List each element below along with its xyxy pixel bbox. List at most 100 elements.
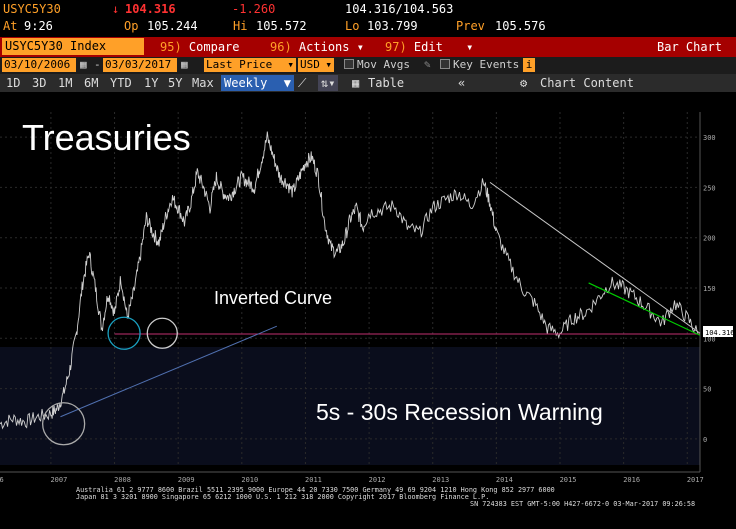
range-6m[interactable]: 6M (84, 76, 99, 90)
chevron-down-icon: ▾ (325, 58, 332, 71)
recession-warning-label: 5s - 30s Recession Warning (316, 399, 603, 425)
range-max[interactable]: Max (192, 76, 214, 90)
table-icon[interactable]: ▦ (352, 76, 360, 90)
x-tick-label: 2006 (0, 476, 4, 484)
period-select[interactable]: Weekly ▼ (221, 75, 294, 91)
x-tick-label: 2007 (50, 476, 67, 484)
down-arrow-icon: ↓ (112, 2, 120, 16)
compare-button[interactable]: 95) Compare (160, 37, 240, 57)
pencil-icon[interactable]: ✎ (424, 58, 431, 71)
edit-button[interactable]: 97) Edit ▾ (385, 37, 473, 57)
function-bar: USYC5Y30 Index 95) Compare 96) Actions ▾… (0, 37, 736, 57)
chevron-down-icon: ▾ (466, 40, 474, 54)
range-1m[interactable]: 1M (58, 76, 73, 90)
checkbox-icon (344, 59, 354, 69)
range-5y[interactable]: 5Y (168, 76, 183, 90)
y-tick-label: 150 (703, 285, 716, 293)
x-tick-label: 2015 (560, 476, 577, 484)
x-tick-label: 2008 (114, 476, 131, 484)
view-label[interactable]: Bar Chart (657, 40, 723, 54)
x-tick-label: 2009 (178, 476, 195, 484)
high-value: 105.572 (256, 19, 307, 33)
low-value: 103.799 (367, 19, 418, 33)
chevron-down-icon: ▼ (283, 76, 291, 90)
end-date-input[interactable]: 03/03/2017 (103, 58, 177, 72)
last-value-label: 104.316 (705, 329, 735, 337)
chart-annotation-title: Treasuries (22, 117, 191, 158)
y-tick-label: 250 (703, 184, 716, 192)
start-circle (41, 402, 86, 446)
footer-line-2: Japan 81 3 3201 8900 Singapore 65 6212 1… (76, 493, 489, 501)
actions-label: Actions (298, 40, 350, 54)
x-tick-label: 2011 (305, 476, 322, 484)
last-value-badge (703, 326, 733, 337)
y-tick-label: 200 (703, 235, 716, 243)
time-value: 9:26 (24, 19, 53, 33)
range-1y[interactable]: 1Y (144, 76, 159, 90)
chevron-down-icon: ▾ (287, 58, 294, 71)
footer-line-1: Australia 61 2 9777 8600 Brazil 5511 239… (76, 486, 555, 494)
x-tick-label: 2016 (623, 476, 640, 484)
edit-number: 97) (385, 40, 407, 54)
inversion-circle-1 (107, 316, 141, 350)
last-price: 104.316 (125, 2, 176, 16)
chevron-down-icon: ▾ (356, 40, 364, 54)
grid-lines (0, 112, 701, 473)
prev-value: 105.576 (495, 19, 546, 33)
low-label: Lo (345, 19, 360, 33)
mov-avgs-label: Mov Avgs (357, 58, 410, 71)
open-value: 105.244 (147, 19, 198, 33)
bid-ask: 104.316/104.563 (345, 2, 454, 16)
chart-content-button[interactable]: Chart Content (540, 76, 634, 90)
inversion-circle-2 (146, 317, 178, 349)
edit-label: Edit (413, 40, 443, 54)
line-chart-icon[interactable]: ⟋ (298, 76, 307, 90)
y-tick-label: 0 (703, 436, 707, 444)
prev-label: Prev (456, 19, 485, 33)
key-events-label: Key Events (453, 58, 520, 71)
checkbox-icon (440, 59, 450, 69)
info-icon[interactable]: i (523, 58, 535, 72)
mov-avgs-toggle[interactable]: Mov Avgs (344, 58, 410, 72)
settings-bar: 03/10/2006 ▦ - 03/03/2017 ▦ Last Price ▾… (0, 57, 736, 74)
chart-type-select[interactable]: ⇅▾ (318, 75, 339, 91)
currency-select[interactable]: USD ▾ (298, 58, 334, 72)
x-tick-label: 2012 (369, 476, 386, 484)
calendar-icon[interactable]: ▦ (181, 58, 188, 71)
ticker-label: USYC5Y30 (3, 2, 61, 16)
time-label: At (3, 19, 18, 33)
calendar-icon[interactable]: ▦ (80, 58, 87, 71)
chart-annotations (41, 181, 701, 446)
key-events-toggle[interactable]: Key Events (440, 58, 519, 72)
actions-button[interactable]: 96) Actions ▾ (270, 37, 364, 57)
table-button[interactable]: Table (368, 76, 405, 90)
inverted-curve-label: Inverted Curve (214, 288, 332, 308)
y-tick-label: 100 (703, 335, 716, 343)
green-trend-line (588, 282, 701, 336)
date-separator: - (94, 58, 101, 71)
open-label: Op (124, 19, 139, 33)
blue-trend-line (60, 325, 278, 418)
security-field[interactable]: USYC5Y30 Index (2, 38, 144, 55)
range-ytd[interactable]: YTD (110, 76, 132, 90)
x-tick-label: 2013 (432, 476, 449, 484)
range-3d[interactable]: 3D (32, 76, 47, 90)
recession-zone (0, 347, 700, 465)
chart-content-icon[interactable]: ⚙ (520, 76, 528, 90)
footer-line-3: SN 724383 EST GMT-5:00 H427-6672-0 03-Ma… (470, 500, 695, 508)
x-tick-label: 2017 (687, 476, 704, 484)
quote-header: USYC5Y30 ↓ 104.316 -1.260 104.316/104.56… (0, 0, 736, 36)
downtrend-line (489, 181, 701, 334)
x-tick-label: 2014 (496, 476, 513, 484)
x-tick-label: 2010 (241, 476, 258, 484)
range-1d[interactable]: 1D (6, 76, 21, 90)
price-series (0, 131, 699, 430)
actions-number: 96) (270, 40, 292, 54)
compare-label: Compare (188, 40, 240, 54)
collapse-icon[interactable]: « (458, 76, 466, 90)
y-tick-label: 50 (703, 386, 711, 394)
start-date-input[interactable]: 03/10/2006 (2, 58, 76, 72)
field-select[interactable]: Last Price ▾ (204, 58, 296, 72)
period-label: Weekly (224, 76, 268, 90)
